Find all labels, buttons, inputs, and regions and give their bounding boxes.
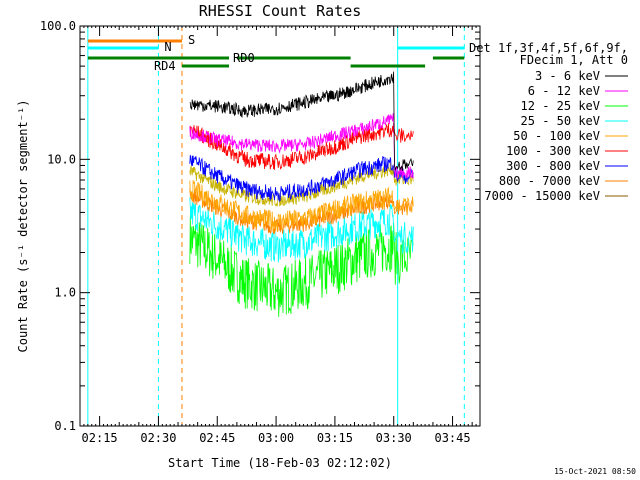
legend-label: 6 - 12 keV: [528, 84, 600, 98]
legend-label: 7000 - 15000 keV: [484, 189, 600, 203]
x-tick-label: 02:45: [199, 431, 235, 445]
legend-header-line: Det 1f,3f,4f,5f,6f,9f,: [469, 41, 628, 55]
x-tick-label: 03:30: [376, 431, 412, 445]
x-tick-label: 02:30: [140, 431, 176, 445]
series-line: [189, 197, 414, 263]
x-axis-label: Start Time (18-Feb-03 02:12:02): [168, 456, 392, 470]
y-tick-label: 1.0: [54, 286, 76, 300]
chart-title: RHESSI Count Rates: [199, 2, 362, 20]
series-line: [189, 113, 414, 179]
series-layer: [189, 71, 414, 318]
y-tick-label: 100.0: [40, 19, 76, 33]
legend: Det 1f,3f,4f,5f,6f,9f,FDecim 1, Att 0 3 -…: [469, 41, 628, 203]
x-tick-label: 03:00: [258, 431, 294, 445]
flag-label: N: [164, 40, 171, 54]
series-line: [189, 71, 414, 171]
series-line: [189, 180, 414, 232]
legend-label: 800 - 7000 keV: [499, 174, 600, 188]
legend-label: 300 - 800 keV: [506, 159, 600, 173]
y-axis-label: Count Rate (s⁻¹ detector segment⁻¹): [16, 100, 30, 353]
timestamp: 15-Oct-2021 08:50: [554, 467, 636, 476]
legend-label: 12 - 25 keV: [521, 99, 600, 113]
y-tick-label: 10.0: [47, 152, 76, 166]
flag-label: RD0: [233, 51, 255, 65]
flag-label: RD4: [154, 59, 176, 73]
x-tick-label: 02:15: [82, 431, 118, 445]
series-line: [189, 162, 414, 207]
legend-label: 25 - 50 keV: [521, 114, 600, 128]
flag-label: S: [188, 33, 195, 47]
series-line: [189, 123, 414, 170]
x-tick-label: 03:45: [434, 431, 470, 445]
flag-bars: S N RD0 RD4: [87, 33, 465, 73]
series-line: [189, 154, 414, 203]
y-axis: 0.1 1.0 10.0 100.0: [40, 19, 480, 433]
legend-label: 50 - 100 keV: [513, 129, 600, 143]
y-tick-label: 0.1: [54, 419, 76, 433]
legend-header-line: FDecim 1, Att 0: [520, 53, 628, 67]
legend-label: 100 - 300 keV: [506, 144, 600, 158]
legend-label: 3 - 6 keV: [535, 69, 600, 83]
vertical-markers: [87, 26, 465, 426]
x-axis: 02:15 02:30 02:45 03:00 03:15 03:30 03:45: [79, 26, 481, 445]
x-tick-label: 03:15: [317, 431, 353, 445]
